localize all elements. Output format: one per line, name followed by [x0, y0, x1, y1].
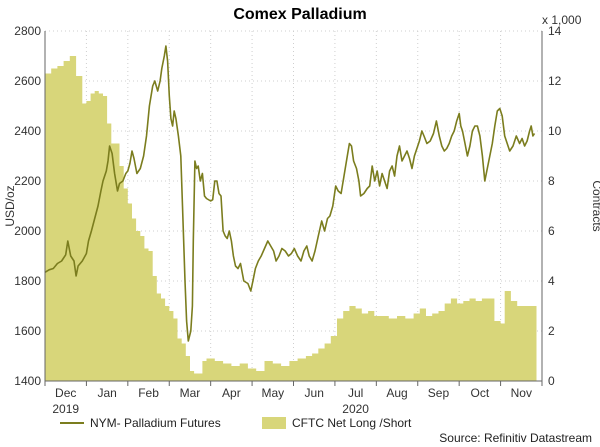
x-month-label: Feb: [138, 386, 159, 400]
y-right-tick-label: 0: [548, 374, 555, 388]
x-month-label: Dec: [55, 386, 76, 400]
y-left-tick-label: 1600: [14, 324, 41, 338]
legend: NYM- Palladium Futures CFTC Net Long /Sh…: [60, 416, 412, 430]
y-right-tick-label: 4: [548, 274, 555, 288]
source-note: Source: Refinitiv Datastream: [439, 431, 592, 445]
x-year-label: 2020: [342, 402, 369, 416]
y-left-tick-label: 1800: [14, 274, 41, 288]
y-right-tick-label: 8: [548, 174, 555, 188]
x-month-label: Nov: [511, 386, 532, 400]
y-left-tick-label: 2600: [14, 74, 41, 88]
palladium-futures-line: [44, 45, 536, 342]
x-month-label: May: [261, 386, 284, 400]
y-left-tick-label: 2200: [14, 174, 41, 188]
y-left-tick-label: 1400: [14, 374, 41, 388]
y-right-tick-label: 12: [548, 74, 562, 88]
cftc-area-layer: [45, 56, 537, 381]
cftc-net-area: [45, 56, 537, 381]
y-left-tick-label: 2800: [14, 24, 41, 38]
x-month-label: Sep: [428, 386, 450, 400]
x-month-label: Jan: [97, 386, 116, 400]
y-axis-left-label: USD/oz: [3, 185, 17, 226]
x-month-label: Jun: [305, 386, 324, 400]
chart-title: Comex Palladium: [233, 6, 366, 23]
y-right-tick-label: 10: [548, 124, 562, 138]
y-left-tick-label: 2400: [14, 124, 41, 138]
legend-area-swatch: [262, 417, 286, 429]
y-left-tick-label: 2000: [14, 224, 41, 238]
y-right-tick-label: 6: [548, 224, 555, 238]
x-month-label: Oct: [471, 386, 490, 400]
x-month-label: Aug: [386, 386, 407, 400]
x-month-label: Jul: [348, 386, 363, 400]
legend-label-palladium: NYM- Palladium Futures: [90, 416, 221, 430]
y-right-tick-label: 2: [548, 324, 555, 338]
palladium-line-layer: [44, 45, 536, 342]
axis-layer: 1400 1600 1800 2000 2200 2400 2600 2800 0 2 4 6 8 10 1…: [14, 24, 561, 416]
y-right-tick-label: 14: [548, 24, 562, 38]
x-month-label: Apr: [222, 386, 241, 400]
legend-label-cftc: CFTC Net Long /Short: [292, 416, 412, 430]
right-axis-multiplier: x 1,000: [542, 13, 582, 27]
x-month-label: Mar: [180, 386, 201, 400]
x-year-label: 2019: [52, 402, 79, 416]
y-axis-right-label: Contracts: [590, 180, 600, 231]
